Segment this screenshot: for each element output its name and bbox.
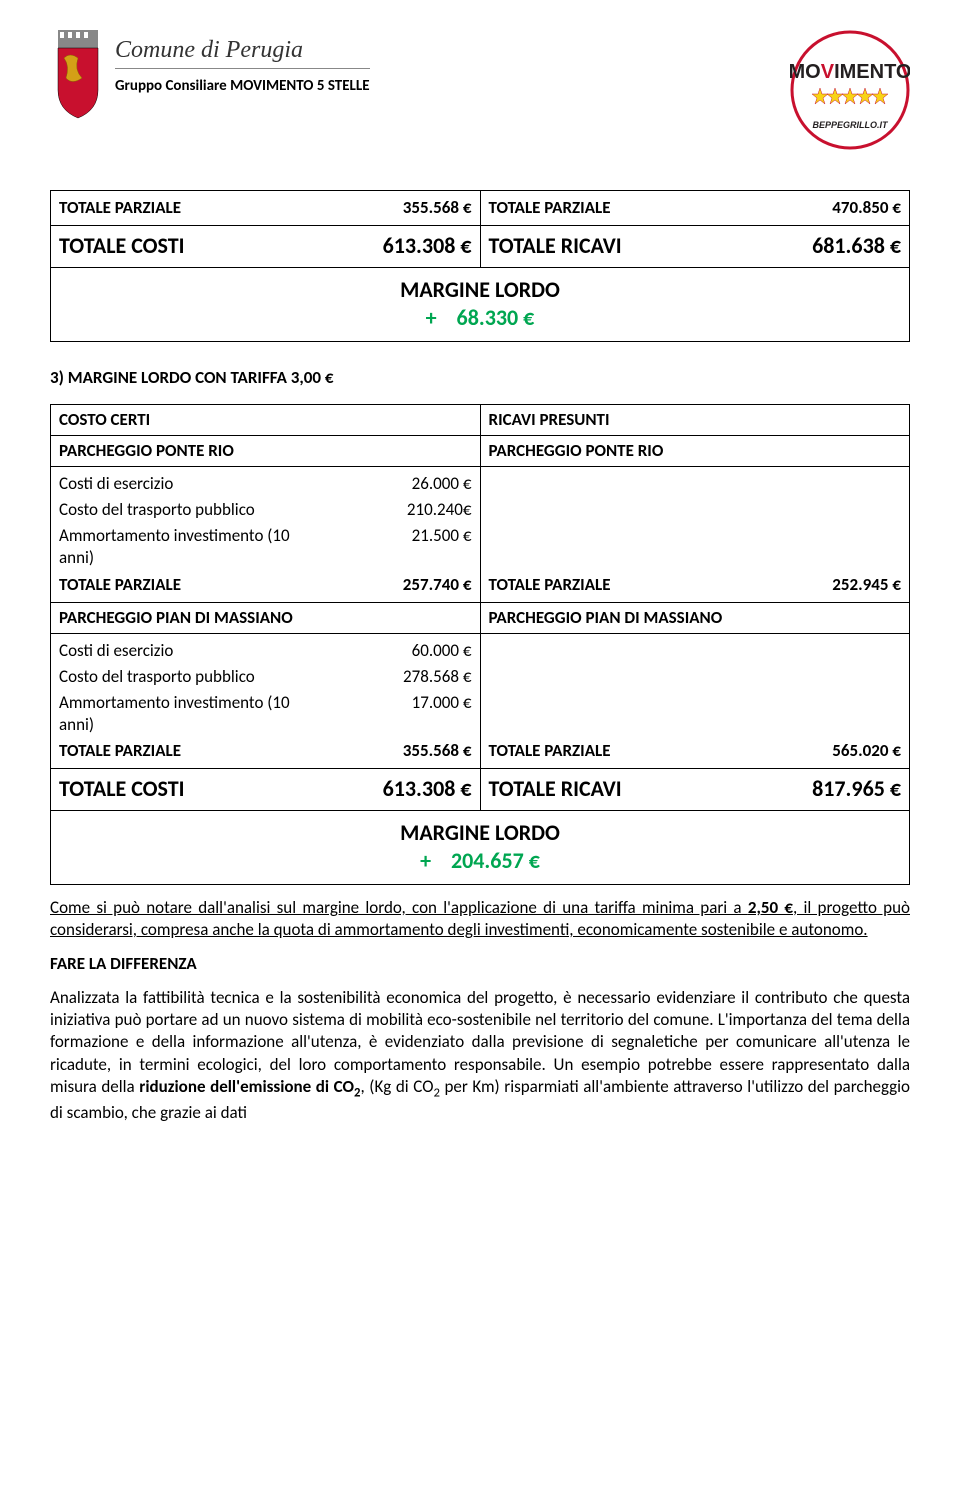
- row-val: 355.568 €: [403, 740, 472, 762]
- m5s-logo-icon: MOVIMENTO BEPPEGRILLO.IT: [790, 30, 910, 150]
- margin-plus: +: [420, 847, 431, 874]
- value: 613.308 €: [383, 775, 472, 804]
- section-3-title: 3) MARGINE LORDO CON TARIFFA 3,00 €: [50, 367, 910, 389]
- row-label: TOTALE PARZIALE: [489, 740, 611, 762]
- coat-of-arms-icon: [50, 30, 105, 120]
- svg-text:BEPPEGRILLO.IT: BEPPEGRILLO.IT: [812, 120, 889, 130]
- row-label: Costo del trasporto pubblico: [59, 499, 327, 521]
- label: TOTALE RICAVI: [489, 775, 622, 804]
- row-val: 257.740 €: [403, 574, 472, 596]
- label: TOTALE PARZIALE: [489, 197, 611, 219]
- row-label: Costo del trasporto pubblico: [59, 666, 327, 688]
- row-val: 252.945 €: [832, 574, 901, 596]
- gruppo-subtitle: Gruppo Consiliare MOVIMENTO 5 STELLE: [115, 77, 370, 97]
- header-text: Comune di Perugia Gruppo Consiliare MOVI…: [115, 30, 370, 97]
- costo-certi-header: COSTO CERTI: [51, 404, 481, 435]
- svg-text:MOVIMENTO: MOVIMENTO: [790, 61, 910, 83]
- margin-row: MARGINE LORDO + 68.330 €: [51, 267, 910, 341]
- margin-label: MARGINE LORDO: [51, 819, 909, 848]
- row-val: 60.000 €: [412, 640, 472, 662]
- margin-row-2: MARGINE LORDO + 204.657 €: [51, 810, 910, 884]
- park-massiano-left: PARCHEGGIO PIAN DI MASSIANO: [51, 602, 481, 633]
- row-val: 210.240€: [407, 499, 472, 521]
- row-label: TOTALE PARZIALE: [59, 574, 327, 596]
- row-label: Ammortamento investimento (10 anni): [59, 692, 327, 736]
- row-val: 565.020 €: [832, 740, 901, 762]
- row-val: 278.568 €: [403, 666, 471, 688]
- value: 613.308 €: [383, 232, 472, 261]
- row-label: Ammortamento investimento (10 anni): [59, 525, 327, 569]
- table-tariffa-3: COSTO CERTI RICAVI PRESUNTI PARCHEGGIO P…: [50, 404, 910, 885]
- label: TOTALE COSTI: [59, 232, 185, 261]
- comune-title: Comune di Perugia: [115, 35, 370, 69]
- row-label: Costi di esercizio: [59, 473, 327, 495]
- ricavi-presunti-header: RICAVI PRESUNTI: [480, 404, 910, 435]
- value: 470.850 €: [832, 197, 901, 219]
- row-val: 26.000 €: [412, 473, 472, 495]
- row-label: TOTALE PARZIALE: [59, 740, 327, 762]
- park-ponte-left: PARCHEGGIO PONTE RIO: [51, 436, 481, 467]
- row-val: 17.000 €: [412, 692, 472, 736]
- paragraph-2: Analizzata la fattibilità tecnica e la s…: [50, 987, 910, 1123]
- row-label: TOTALE PARZIALE: [489, 574, 611, 596]
- margin-value: 204.657 €: [451, 847, 540, 874]
- label: TOTALE PARZIALE: [59, 197, 181, 219]
- label: TOTALE COSTI: [59, 775, 185, 804]
- row-val: 21.500 €: [412, 525, 472, 569]
- value: 355.568 €: [403, 197, 472, 219]
- value: 817.965 €: [812, 775, 901, 804]
- header-left: Comune di Perugia Gruppo Consiliare MOVI…: [50, 30, 370, 120]
- margin-value: 68.330 €: [457, 304, 535, 331]
- row-label: Costi di esercizio: [59, 640, 327, 662]
- value: 681.638 €: [812, 232, 901, 261]
- paragraph-1: Come si può notare dall'analisi sul marg…: [50, 897, 910, 941]
- p1-underlined: Come si può notare dall'analisi sul marg…: [50, 897, 910, 940]
- label: TOTALE RICAVI: [489, 232, 622, 261]
- margin-plus: +: [426, 304, 437, 331]
- park-massiano-right: PARCHEGGIO PIAN DI MASSIANO: [480, 602, 910, 633]
- fare-heading: FARE LA DIFFERENZA: [50, 953, 910, 975]
- page-header: Comune di Perugia Gruppo Consiliare MOVI…: [50, 30, 910, 150]
- margin-label: MARGINE LORDO: [51, 276, 909, 305]
- table-summary-1: TOTALE PARZIALE 355.568 € TOTALE PARZIAL…: [50, 190, 910, 342]
- park-ponte-right: PARCHEGGIO PONTE RIO: [480, 436, 910, 467]
